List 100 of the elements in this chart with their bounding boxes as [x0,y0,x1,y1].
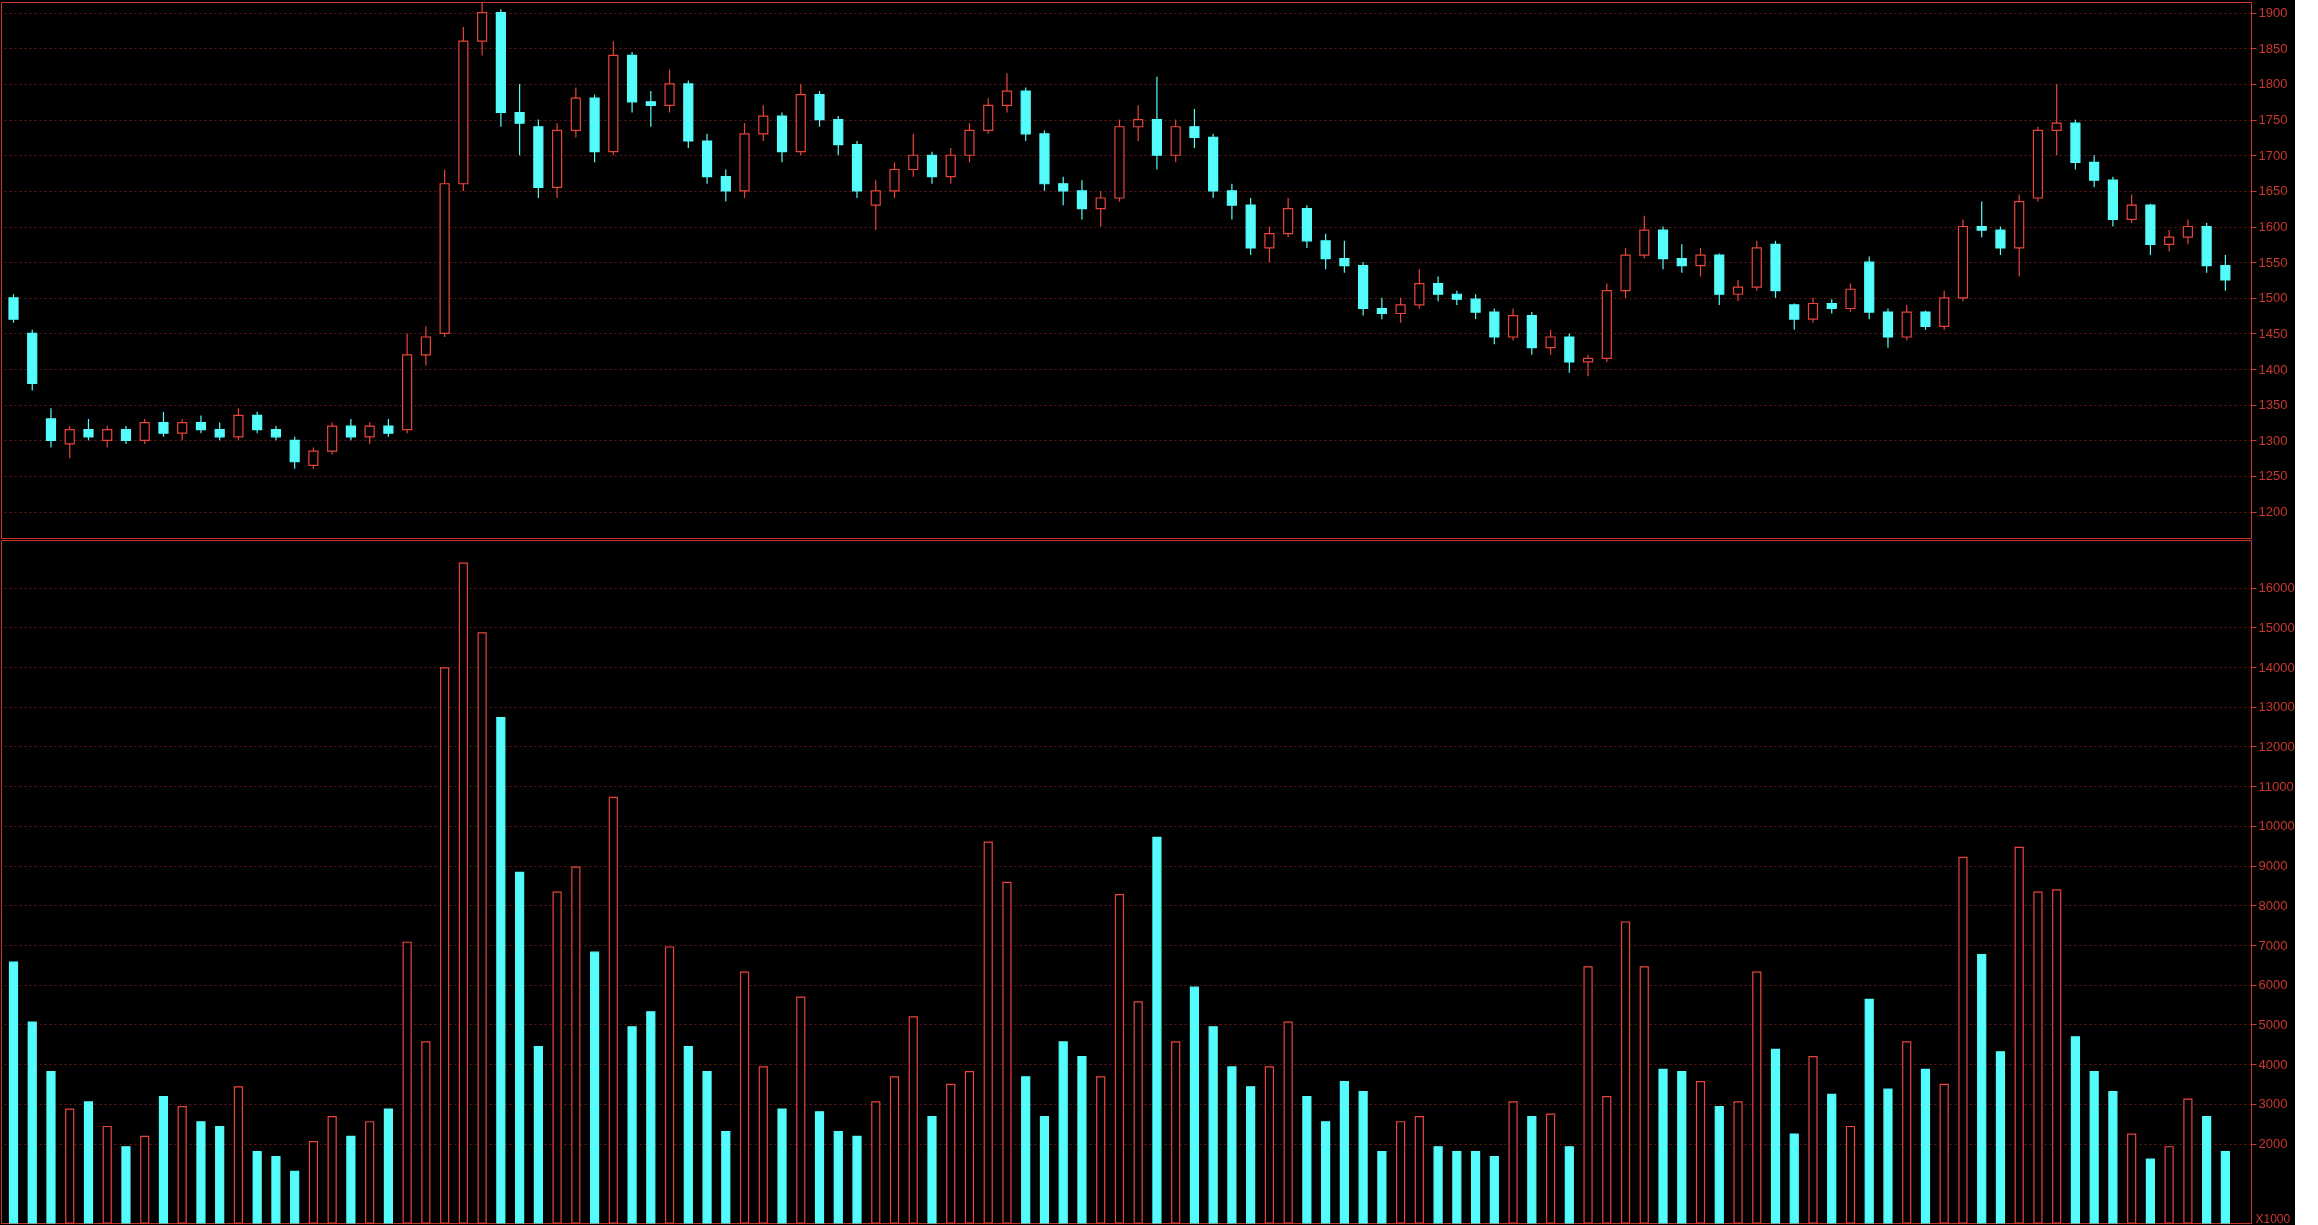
candlestick [908,133,919,178]
bar [83,1101,94,1224]
candlestick [2051,83,2062,156]
bar [1377,1150,1387,1224]
y-tick-label: 8000 [2258,897,2288,913]
candlestick [1076,179,1088,220]
bar [252,1150,262,1224]
candlestick [1695,247,1706,278]
bar [1827,1093,1837,1224]
bar [1208,1026,1218,1224]
candlestick [1133,104,1144,142]
candlestick [758,104,769,142]
y-tick-label: 12000 [2258,738,2295,754]
bar [1470,1150,1481,1224]
bar [2220,1150,2230,1224]
bar [1189,986,1200,1224]
y-tick-label: 2000 [2258,1136,2288,1152]
candlestick [195,414,207,434]
bar [8,961,19,1224]
y-tick-label: 14000 [2258,659,2295,675]
y-tick-label: 4000 [2258,1056,2288,1072]
candlestick [926,151,938,185]
y-tick-label: 11000 [2258,778,2294,794]
bar [46,1071,56,1224]
bar [1883,1088,1893,1224]
bar [1321,1121,1331,1224]
y-tick-label: 1350 [2258,397,2288,413]
y-tick-label: 1650 [2258,183,2288,199]
bar [1227,1066,1237,1224]
bar [496,716,506,1224]
bar [702,1071,712,1224]
candlestick [2089,154,2100,188]
bar [1433,1146,1443,1224]
candlestick [1976,200,1987,238]
y-tick-label: 1250 [2258,468,2288,484]
y-tick-label: 1550 [2258,254,2288,270]
bar [515,871,525,1224]
bar [1527,1115,1537,1224]
bar [1770,1048,1781,1224]
y-tick-label: 15000 [2258,619,2295,635]
bar [383,1108,393,1224]
candlestick [1433,275,1444,302]
candlestick [1264,225,1275,263]
y-tick-label: 1900 [2258,5,2288,21]
candlestick [945,147,956,185]
candlestick [720,168,731,203]
candlestick [1058,176,1069,206]
y-tick-label: 1850 [2258,40,2288,56]
candlestick [158,411,169,438]
candlestick [1845,282,1856,313]
candlestick [8,293,19,324]
candlestick [1376,297,1387,320]
bar [290,1170,300,1224]
bar [1077,1056,1087,1224]
candlestick [233,407,244,441]
y-tick-label: 6000 [2258,977,2288,993]
bar [2108,1090,2118,1224]
bar [271,1156,281,1224]
bar [196,1121,206,1224]
bar [589,951,600,1224]
y-tick-label: 16000 [2258,580,2295,596]
candlestick [1395,297,1406,324]
candlestick [102,425,113,449]
bar [1995,1051,2006,1224]
candlestick [1676,243,1687,274]
bar [1864,998,1874,1224]
candlestick [139,418,150,445]
bar [533,1046,543,1224]
candlestick [1189,108,1200,149]
candlestick [1807,297,1819,324]
bar [1977,953,1987,1224]
bar [215,1125,225,1224]
candlestick [420,325,431,367]
candlestick [64,425,75,459]
y-tick-label: 10000 [2258,818,2295,834]
y-tick-label: 1800 [2258,76,2288,92]
y-tick-label: 1300 [2258,432,2288,448]
bar [683,1046,693,1224]
y-tick-label: 1450 [2258,325,2288,341]
candlestick [1582,354,1594,377]
candlestick [889,161,900,199]
bar [158,1096,169,1224]
candlestick [514,83,525,156]
bar [1021,1076,1031,1224]
bar [2202,1115,2212,1224]
bar [1246,1086,1256,1224]
bar [1714,1106,1724,1224]
bar [721,1131,731,1224]
candlestick [45,407,57,449]
y-tick-label: 13000 [2258,699,2295,715]
y-tick-label: 7000 [2258,937,2288,953]
bar [1789,1133,1799,1224]
candlestick [345,418,356,441]
candlestick [1507,307,1519,342]
candlestick [2220,254,2231,292]
bar [2089,1071,2099,1224]
candlestick [2164,229,2175,253]
candlestick [1339,240,1350,274]
candlestick [664,69,675,114]
candlestick [1320,233,1331,270]
